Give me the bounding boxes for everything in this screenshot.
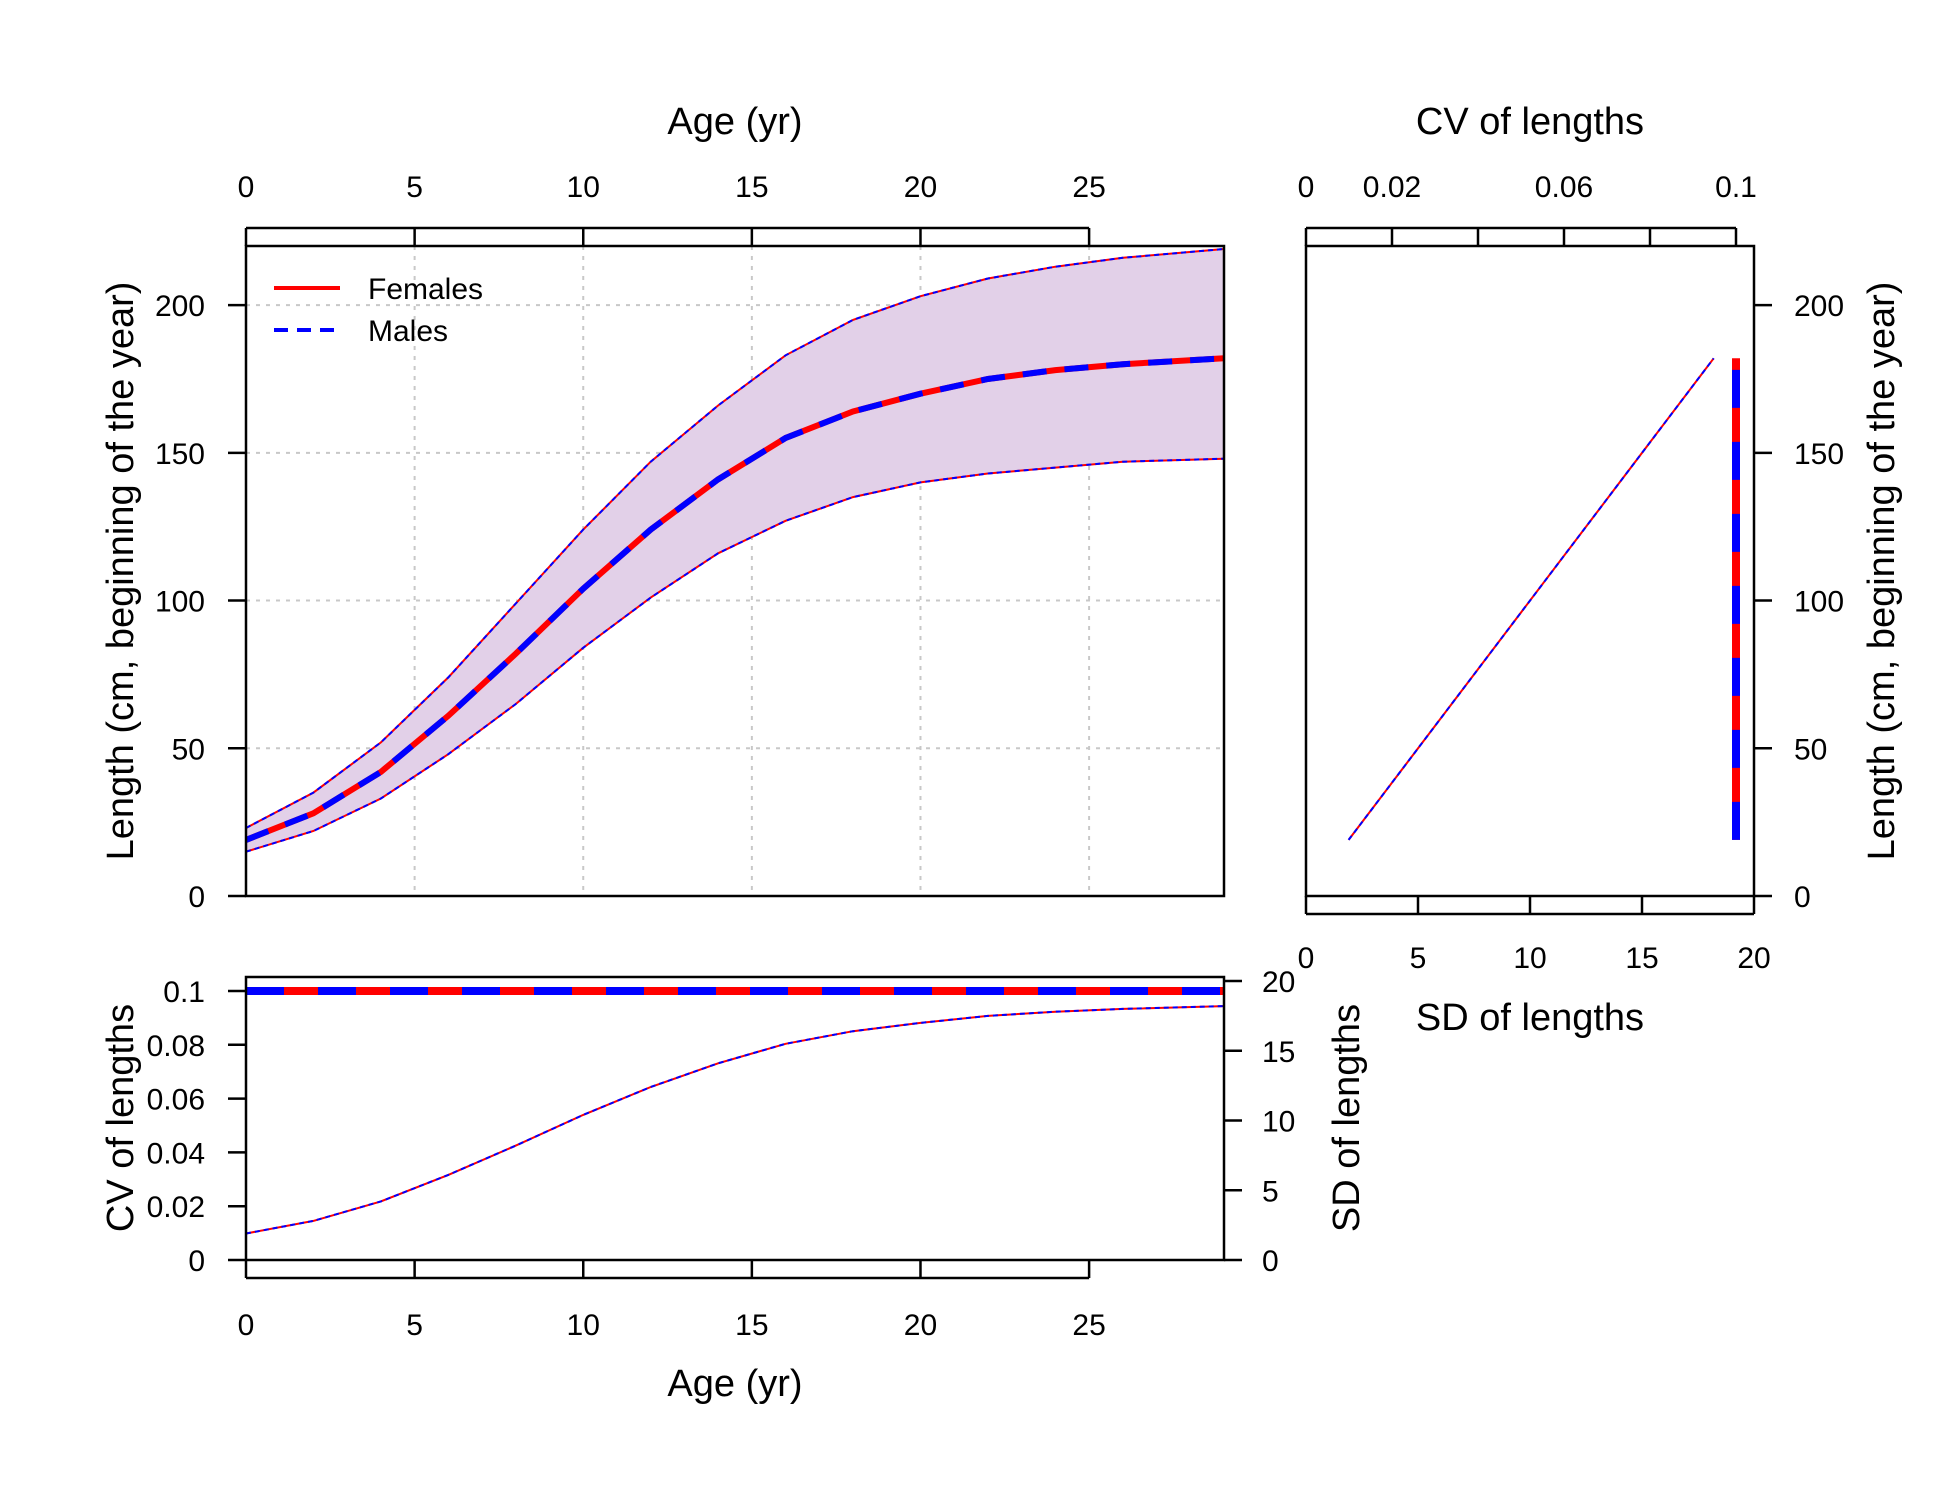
- main-top-xlabel: Age (yr): [667, 101, 802, 143]
- cv-sd-panel: 0 5 10 15 20 25 0 0.02 0.04 0.06 0.08 0.1 0 5 10 15 20…: [100, 966, 1368, 1405]
- cv-ylabel: CV of lengths: [100, 1004, 142, 1232]
- side-right-tick-label: 50: [1794, 733, 1827, 766]
- sd-right-tick-label: 0: [1262, 1245, 1279, 1278]
- legend-females-label: Females: [368, 273, 483, 306]
- cv-bottom-tick-label: 10: [567, 1309, 600, 1342]
- length-at-age-panel: 0 5 10 15 20 25 0 50 100 150 200 Age (yr) Length …: [100, 101, 1226, 914]
- band-lower-males: [245, 457, 1225, 853]
- side-bottom-xlabel: SD of lengths: [1416, 997, 1644, 1039]
- cv-bottom-tick-label: 15: [735, 1309, 768, 1342]
- cv-right-ticks: 0 5 10 15 20: [1224, 966, 1295, 1278]
- main-left-tick-label: 50: [172, 733, 205, 766]
- main-left-tick-label: 0: [188, 881, 205, 914]
- cv-bottom-tick-label: 0: [238, 1309, 255, 1342]
- sd-line-females: [245, 1005, 1225, 1235]
- cv-bottom-ticks: 0 5 10 15 20 25: [238, 1260, 1106, 1342]
- main-ylabel: Length (cm, beginning of the year): [100, 282, 142, 861]
- main-frame: [244, 244, 1226, 898]
- legend: Females Males: [274, 273, 483, 348]
- side-right-tick-label: 0: [1794, 881, 1811, 914]
- cv-frame: [244, 975, 1226, 1262]
- side-lines: [1347, 357, 1740, 841]
- main-top-ticks: 0 5 10 15 20 25: [238, 171, 1106, 246]
- side-right-tick-label: 100: [1794, 586, 1844, 619]
- main-top-tick-label: 10: [567, 171, 600, 204]
- side-right-ticks: 0 50 100 150 200: [1754, 290, 1844, 914]
- cv-left-tick-label: 0.1: [163, 976, 205, 1009]
- cv-bottom-tick-label: 5: [406, 1309, 423, 1342]
- side-sd-line-males: [1347, 357, 1715, 841]
- side-top-tick-label: 0.02: [1363, 171, 1421, 204]
- side-bottom-tick-label: 0: [1298, 942, 1315, 975]
- side-ylabel: Length (cm, beginning of the year): [1861, 282, 1903, 861]
- main-left-tick-label: 100: [155, 586, 205, 619]
- cv-bottom-tick-label: 25: [1072, 1309, 1105, 1342]
- side-bottom-ticks: 0 5 10 15 20: [1298, 896, 1771, 975]
- legend-males-label: Males: [368, 315, 448, 348]
- side-top-tick-label: 0: [1298, 171, 1315, 204]
- cv-left-ticks: 0 0.02 0.04 0.06 0.08 0.1: [147, 976, 246, 1278]
- side-frame: [1304, 244, 1756, 898]
- cv-left-tick-label: 0.08: [147, 1030, 205, 1063]
- side-bottom-tick-label: 15: [1625, 942, 1658, 975]
- cv-left-tick-label: 0.02: [147, 1191, 205, 1224]
- side-top-ticks: 0 0.02 0.06 0.1: [1298, 171, 1757, 246]
- side-top-xlabel: CV of lengths: [1416, 101, 1644, 143]
- main-top-tick-label: 25: [1072, 171, 1105, 204]
- main-top-tick-label: 0: [238, 171, 255, 204]
- cv-left-tick-label: 0: [188, 1245, 205, 1278]
- sd-line-males: [245, 1005, 1225, 1235]
- cv-bottom-tick-label: 20: [904, 1309, 937, 1342]
- side-right-tick-label: 150: [1794, 438, 1844, 471]
- length-sd-cv-panel: 0 0.02 0.06 0.1 0 5 10 15 20 0 50 100 150 200 CV of…: [1298, 101, 1903, 1039]
- cv-left-tick-label: 0.06: [147, 1084, 205, 1117]
- main-lines: [244, 355, 1225, 843]
- interval-band: [246, 249, 1224, 852]
- sd-right-tick-label: 10: [1262, 1106, 1295, 1139]
- main-top-tick-label: 20: [904, 171, 937, 204]
- side-top-tick-label: 0.06: [1535, 171, 1593, 204]
- cv-sd-lines: [245, 987, 1225, 1235]
- main-left-ticks: 0 50 100 150 200: [155, 290, 246, 914]
- side-bottom-tick-label: 5: [1410, 942, 1427, 975]
- band-upper-males: [245, 248, 1225, 829]
- sd-ylabel: SD of lengths: [1326, 1004, 1368, 1232]
- main-top-tick-label: 5: [406, 171, 423, 204]
- cv-xlabel: Age (yr): [667, 1363, 802, 1405]
- main-left-tick-label: 150: [155, 438, 205, 471]
- sd-right-tick-label: 5: [1262, 1175, 1279, 1208]
- series-line-males: [244, 355, 1225, 843]
- side-bottom-tick-label: 10: [1513, 942, 1546, 975]
- side-top-tick-label: 0.1: [1715, 171, 1757, 204]
- side-bottom-tick-label: 20: [1737, 942, 1770, 975]
- main-left-tick-label: 200: [155, 290, 205, 323]
- sd-right-tick-label: 20: [1262, 966, 1295, 999]
- side-right-tick-label: 200: [1794, 290, 1844, 323]
- main-band: [245, 248, 1225, 853]
- main-top-tick-label: 15: [735, 171, 768, 204]
- sd-right-tick-label: 15: [1262, 1036, 1295, 1069]
- cv-left-tick-label: 0.04: [147, 1137, 205, 1170]
